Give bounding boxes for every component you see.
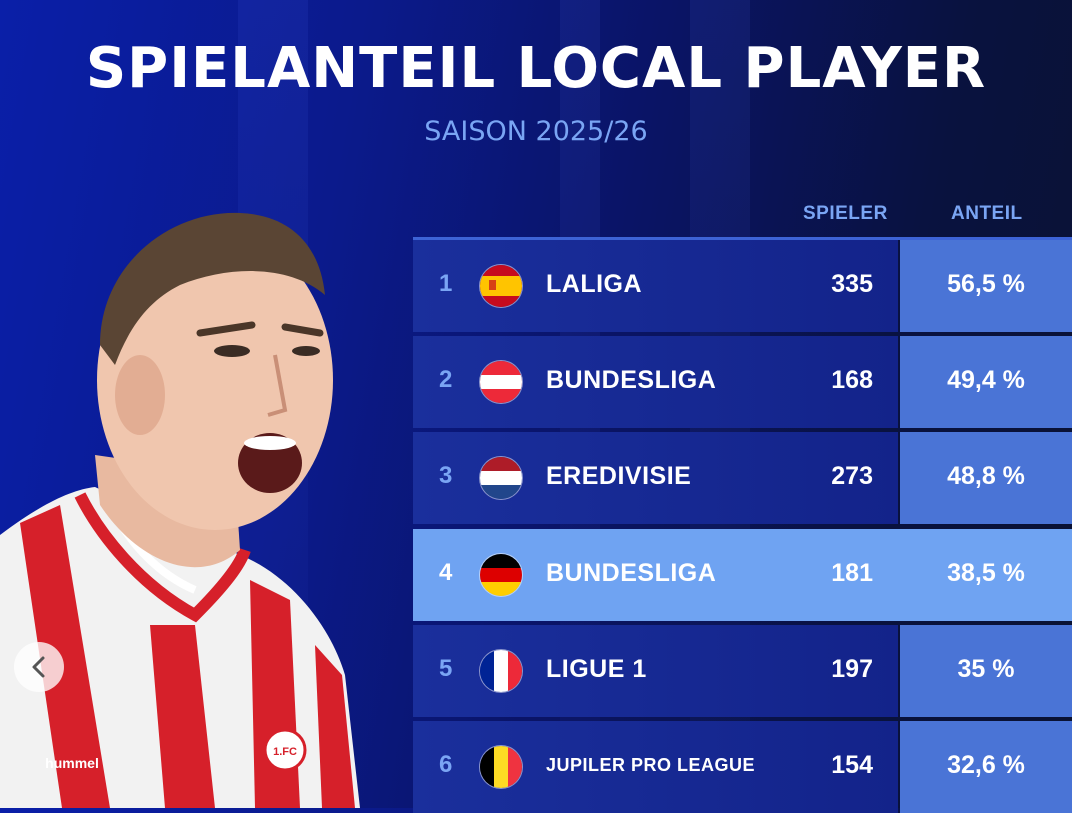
share-value: 49,4 % [947,366,1025,394]
spain-flag-icon [480,265,522,307]
netherlands-flag-icon [480,457,522,499]
player-count: 197 [831,655,873,683]
share-cell [898,529,1072,621]
svg-text:1.FC: 1.FC [273,746,297,758]
share-value: 48,8 % [947,462,1025,490]
previous-button[interactable] [14,642,64,692]
league-name: BUNDESLIGA [546,559,717,587]
page-subtitle: SAISON 2025/26 [424,116,648,147]
share-value: 32,6 % [947,751,1025,779]
share-cell [900,721,1072,813]
player-count: 273 [831,462,873,490]
share-value: 38,5 % [947,559,1025,587]
rank: 6 [439,751,453,778]
share-cell [900,336,1072,428]
france-flag-icon [480,650,522,692]
player-photo: 1.FC hummel [0,212,360,808]
column-header-share: ANTEIL [951,203,1023,224]
share-value: 56,5 % [947,270,1025,298]
table-row-highlighted: 4 BUNDESLIGA 181 38,5 % [413,529,1072,621]
table-row: 1 LALIGA 335 56,5 % [413,240,1072,332]
league-name: JUPILER PRO LEAGUE [546,755,756,775]
league-name: LALIGA [546,270,643,298]
table-row: 3 EREDIVISIE 273 48,8 % [413,432,1072,524]
germany-flag-icon [480,554,522,596]
rank: 3 [439,462,453,489]
rank: 5 [439,655,453,682]
player-count: 154 [831,751,873,779]
player-count: 335 [831,270,873,298]
chevron-left-icon [32,656,45,678]
player-count: 168 [831,366,873,394]
share-cell [900,625,1072,717]
table-row: 2 BUNDESLIGA 168 49,4 % [413,336,1072,428]
column-header-players: SPIELER [803,203,888,224]
league-name: LIGUE 1 [546,655,647,683]
league-name: EREDIVISIE [546,462,692,490]
rank: 1 [439,270,453,297]
share-cell [900,432,1072,524]
share-cell [900,240,1072,332]
austria-flag-icon [480,361,522,403]
table-divider [413,237,1072,240]
player-count: 181 [831,559,873,587]
league-name: BUNDESLIGA [546,366,717,394]
rank: 4 [439,559,453,586]
share-value: 35 % [957,655,1015,683]
rank: 2 [439,366,453,393]
table-row: 6 JUPILER PRO LEAGUE 154 32,6 % [413,721,1072,813]
table-row: 5 LIGUE 1 197 35 % [413,625,1072,717]
page-title: SPIELANTEIL LOCAL PLAYER [85,36,987,101]
svg-text:hummel: hummel [45,755,99,771]
belgium-flag-icon [480,746,522,788]
